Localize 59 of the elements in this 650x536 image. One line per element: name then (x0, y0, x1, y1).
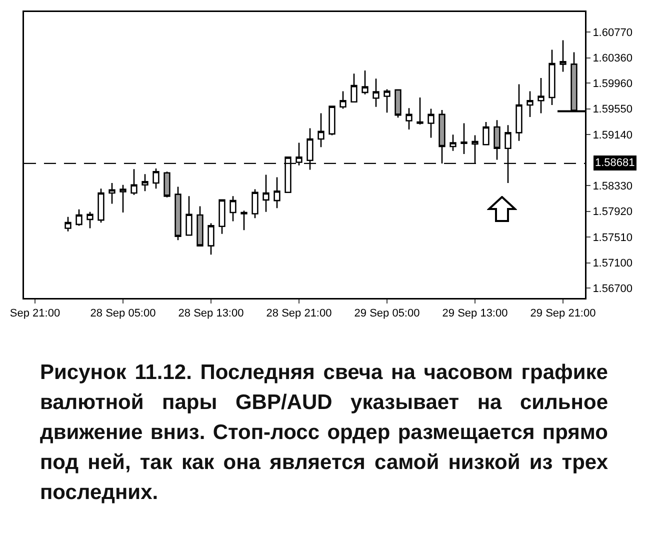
x-tick-label: 29 Sep 05:00 (354, 308, 420, 320)
y-tick-label: 1.59550 (592, 104, 632, 116)
candlestick (350, 72, 358, 104)
candlestick (218, 198, 226, 235)
candlestick (64, 216, 72, 232)
candlestick (174, 186, 182, 241)
candlestick (340, 90, 346, 110)
candlestick (274, 176, 280, 209)
y-tick-label: 1.57510 (592, 232, 632, 244)
candlestick (130, 168, 138, 196)
y-tick-label: 1.58330 (592, 180, 632, 192)
candlestick (98, 188, 104, 224)
candlestick (516, 84, 522, 142)
candlestick (164, 171, 170, 198)
candlestick (152, 168, 160, 190)
candlestick (494, 119, 500, 160)
y-tick-label: 1.60770 (592, 26, 632, 39)
candlestick (318, 112, 324, 148)
candlestick (108, 182, 116, 204)
y-tick-label: 1.57100 (592, 258, 632, 270)
candlestick (120, 184, 126, 214)
candlestick (560, 40, 566, 72)
x-tick-label: 28 Sep 05:00 (90, 308, 156, 320)
candlestick (142, 174, 148, 192)
candlestick (428, 108, 434, 138)
candlestick (240, 210, 248, 231)
candlestick (416, 96, 424, 126)
candlestick (406, 108, 412, 130)
candlestick (460, 122, 468, 155)
candlestick (372, 78, 380, 108)
y-tick-label: 1.60360 (592, 52, 632, 65)
candlestick (526, 90, 534, 118)
candlestick (230, 196, 236, 222)
ref-line-label: 1.58681 (595, 157, 635, 169)
y-tick-label: 1.56700 (592, 282, 632, 295)
candlestick (328, 105, 336, 136)
candlestick (262, 174, 270, 213)
candlestick (196, 206, 204, 246)
candlestick (208, 222, 214, 256)
candlestick (186, 196, 192, 236)
candlestick (394, 88, 402, 118)
candlestick (252, 188, 258, 219)
y-tick-label: 1.59140 (592, 129, 632, 142)
x-tick-label: 29 Sep 21:00 (530, 308, 596, 320)
candlestick (384, 88, 390, 114)
candlestick (538, 77, 544, 114)
y-tick-label: 1.59960 (592, 78, 632, 90)
candlestick (86, 211, 94, 229)
candlestick (482, 121, 490, 146)
candlestick (450, 134, 456, 152)
x-tick-label: 29 Sep 13:00 (442, 308, 508, 320)
candlestick (362, 70, 368, 95)
x-tick-label: 28 Sep 13:00 (178, 308, 244, 320)
candlestick (76, 208, 82, 226)
text: Рисунок 11.12. Последняя свеча на часовом графике валютной пары GBP/AUD указывает на сильное движение вниз. Стоп-лосс ордер размещается прямо под ней, так как она является самой низкой из трех последних. (40, 360, 608, 506)
x-tick-label: 28 Sep 21:00 (266, 308, 332, 320)
y-tick-label: 1.57920 (592, 206, 632, 218)
candlestick (548, 49, 556, 106)
x-tick-label: Sep 21:00 (10, 308, 60, 320)
